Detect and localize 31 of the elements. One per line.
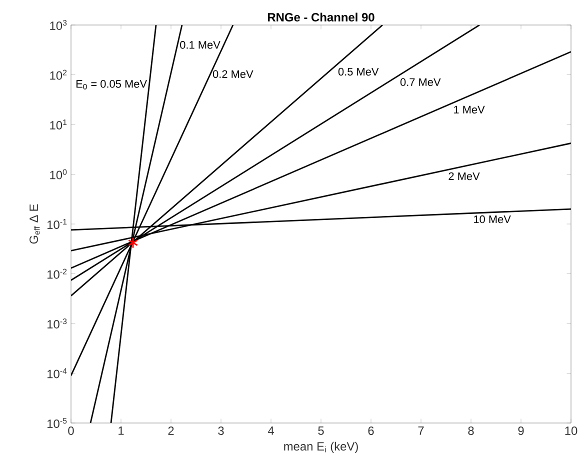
series-label: 0.5 MeV xyxy=(338,68,379,76)
chart-title: RNGe - Channel 90 xyxy=(268,12,374,22)
y-tick-label: 10$^{3}$ xyxy=(50,20,67,30)
y-tick-label: 10$^{-4}$ xyxy=(48,368,67,378)
series-label: 0.2 MeV xyxy=(212,70,254,78)
x-tick-label: 0 xyxy=(68,426,74,435)
x-tick-label: 9 xyxy=(518,426,524,435)
series-label: E$_{0}$ = 0.05 MeV xyxy=(76,80,147,90)
series-label: 0.1 MeV xyxy=(180,41,220,49)
x-tick-label: 1 xyxy=(118,426,124,435)
x-tick-label: 6 xyxy=(368,426,374,435)
x-tick-label: 8 xyxy=(468,426,474,435)
series-label: 1 MeV xyxy=(454,106,485,114)
x-tick-label: 7 xyxy=(418,426,424,435)
series-label: 0.7 MeV xyxy=(400,78,441,86)
y-tick-label: 10$^{0}$ xyxy=(50,169,67,180)
y-tick-label: 10$^{-5}$ xyxy=(48,418,67,428)
series-label: 2 MeV xyxy=(448,172,480,180)
x-tick-label: 4 xyxy=(268,426,274,435)
x-tick-label: 10 xyxy=(565,426,578,435)
x-axis-title: mean E$_{i}$ (keV) xyxy=(284,442,358,453)
x-tick-label: 3 xyxy=(218,426,224,435)
y-axis-title: G$_{eff}$ ∆ E xyxy=(30,204,40,244)
series-label: 10 MeV xyxy=(474,215,511,224)
x-tick-label: 2 xyxy=(168,426,174,435)
y-tick-label: 10$^{-1}$ xyxy=(48,219,67,229)
y-tick-label: 10$^{-2}$ xyxy=(48,268,67,279)
y-tick-label: 10$^{1}$ xyxy=(50,120,67,130)
y-tick-label: 10$^{-3}$ xyxy=(48,318,67,329)
y-tick-label: 10$^{2}$ xyxy=(50,70,67,80)
x-tick-label: 5 xyxy=(318,426,324,435)
